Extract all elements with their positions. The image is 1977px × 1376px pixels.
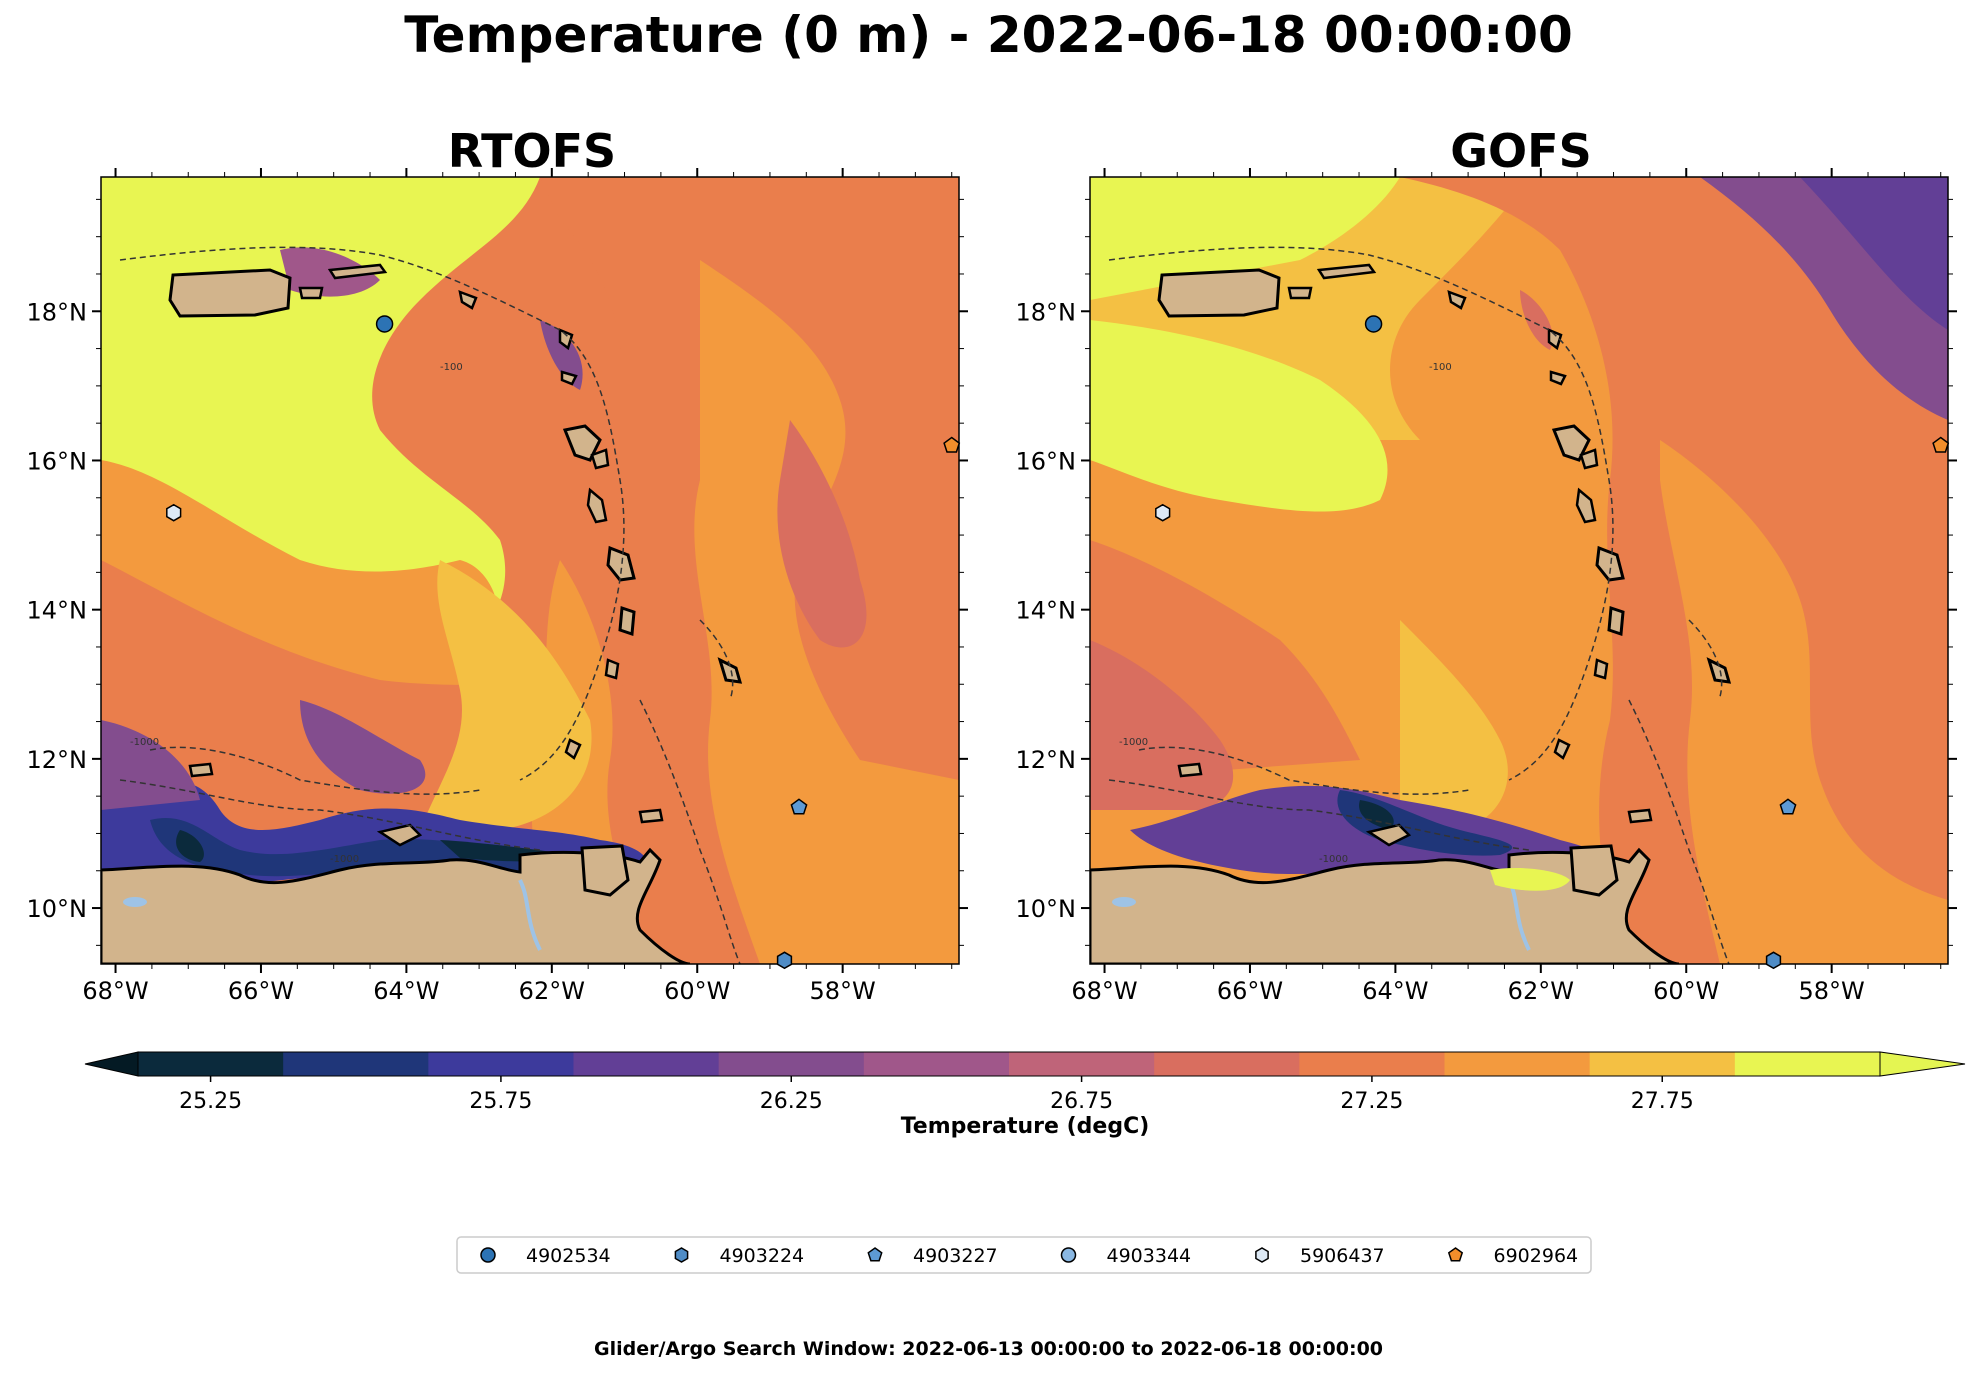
colorbar-segment xyxy=(863,1052,1010,1076)
colorbar-tick-label: 25.75 xyxy=(469,1089,532,1114)
bathymetry-label: -1000 xyxy=(130,737,159,748)
colorbar-segment xyxy=(1589,1052,1736,1076)
legend-marker-6902964 xyxy=(1447,1247,1464,1262)
legend: 4902534 4903224 4903227 4903344 5906437 69029… xyxy=(456,1236,1592,1274)
legend-marker-4903224 xyxy=(674,1247,689,1263)
colorbar-segment xyxy=(1009,1052,1155,1076)
x-tick-label: 68°W xyxy=(82,977,148,1005)
legend-marker-5906437 xyxy=(1255,1247,1269,1263)
x-tick-label: 60°W xyxy=(1653,977,1719,1005)
search-window-footer: Glider/Argo Search Window: 2022-06-13 00… xyxy=(593,1338,1384,1360)
bathymetry-label: -100 xyxy=(1429,362,1452,373)
legend-label: 5906437 xyxy=(1300,1245,1385,1267)
y-tick-label: 16°N xyxy=(27,447,88,475)
colorbar: 25.25 25.75 26.25 26.75 27.25 27.75 Temperatu… xyxy=(84,1051,1966,1139)
colorbar-segment xyxy=(718,1052,865,1076)
x-tick-label: 60°W xyxy=(664,977,730,1005)
map-rtofs: -1000 -1000 -100 xyxy=(100,176,960,965)
map-gofs: -1000 -1000 -100 xyxy=(1089,176,1949,965)
colorbar-tick-label: 26.75 xyxy=(1050,1089,1113,1114)
y-tick-label: 18°N xyxy=(27,298,88,326)
legend-label: 4902534 xyxy=(526,1245,611,1267)
y-tick-label: 16°N xyxy=(1016,447,1077,475)
colorbar-tick-label: 27.25 xyxy=(1340,1089,1403,1114)
float-marker-4903224 xyxy=(776,951,793,970)
x-tick-label: 62°W xyxy=(1508,977,1574,1005)
colorbar-tick-label: 27.75 xyxy=(1631,1089,1694,1114)
bathymetry-label: -1000 xyxy=(1119,737,1148,748)
colorbar-segment xyxy=(428,1052,574,1076)
colorbar-label: Temperature (degC) xyxy=(901,1114,1150,1139)
float-marker-4903227 xyxy=(1779,798,1797,815)
x-tick-label: 66°W xyxy=(228,977,294,1005)
panel-title-rtofs: RTOFS xyxy=(447,124,617,178)
float-marker-5906437 xyxy=(166,503,182,522)
x-tick-label: 58°W xyxy=(1799,977,1865,1005)
x-tick-label: 64°W xyxy=(373,977,439,1005)
figure-title: Temperature (0 m) - 2022-06-18 00:00:00 xyxy=(404,6,1573,64)
float-marker-6902964 xyxy=(943,436,961,453)
legend-label: 6902964 xyxy=(1494,1245,1579,1267)
x-tick-label: 66°W xyxy=(1217,977,1283,1005)
bathymetry-label: -1000 xyxy=(330,854,359,865)
float-marker-4902534 xyxy=(1364,315,1383,333)
float-marker-4903227 xyxy=(790,798,808,815)
float-marker-4903224 xyxy=(1765,951,1782,970)
y-tick-label: 12°N xyxy=(1016,746,1077,774)
panel-title-gofs: GOFS xyxy=(1450,124,1592,178)
colorbar-extend-min xyxy=(84,1051,139,1077)
y-tick-label: 18°N xyxy=(1016,298,1077,326)
legend-label: 4903227 xyxy=(913,1245,998,1267)
float-marker-4902534 xyxy=(375,315,394,333)
bathymetry-label: -100 xyxy=(440,362,463,373)
colorbar-outline xyxy=(137,1051,1881,1077)
y-tick-label: 10°N xyxy=(1016,895,1077,923)
colorbar-extend-max xyxy=(1879,1051,1966,1077)
colorbar-segment xyxy=(1154,1052,1300,1076)
float-marker-6902964 xyxy=(1932,436,1950,453)
colorbar-tick-label: 26.25 xyxy=(760,1089,823,1114)
map-panels: -1000 -1000 -100 xyxy=(27,168,1957,1005)
y-tick-label: 14°N xyxy=(1016,597,1077,625)
colorbar-tick-label: 25.25 xyxy=(179,1089,242,1114)
y-tick-label: 12°N xyxy=(27,746,88,774)
legend-label: 4903224 xyxy=(720,1245,805,1267)
colorbar-segment xyxy=(573,1052,720,1076)
y-tick-label: 14°N xyxy=(27,597,88,625)
colorbar-segment xyxy=(1299,1052,1445,1076)
colorbar-segment xyxy=(1444,1052,1591,1076)
x-tick-label: 62°W xyxy=(519,977,585,1005)
bathymetry-label: -1000 xyxy=(1319,854,1348,865)
legend-marker-4902534 xyxy=(480,1247,496,1263)
colorbar-segment xyxy=(138,1052,284,1076)
legend-marker-4903344 xyxy=(1060,1247,1077,1263)
colorbar-segment xyxy=(283,1052,429,1076)
legend-marker-4903227 xyxy=(867,1247,883,1262)
x-tick-label: 58°W xyxy=(810,977,876,1005)
float-marker-5906437 xyxy=(1155,503,1171,522)
y-tick-label: 10°N xyxy=(27,895,88,923)
colorbar-segment xyxy=(1734,1052,1881,1076)
x-tick-label: 68°W xyxy=(1071,977,1137,1005)
legend-label: 4903344 xyxy=(1107,1245,1192,1267)
x-tick-label: 64°W xyxy=(1362,977,1428,1005)
